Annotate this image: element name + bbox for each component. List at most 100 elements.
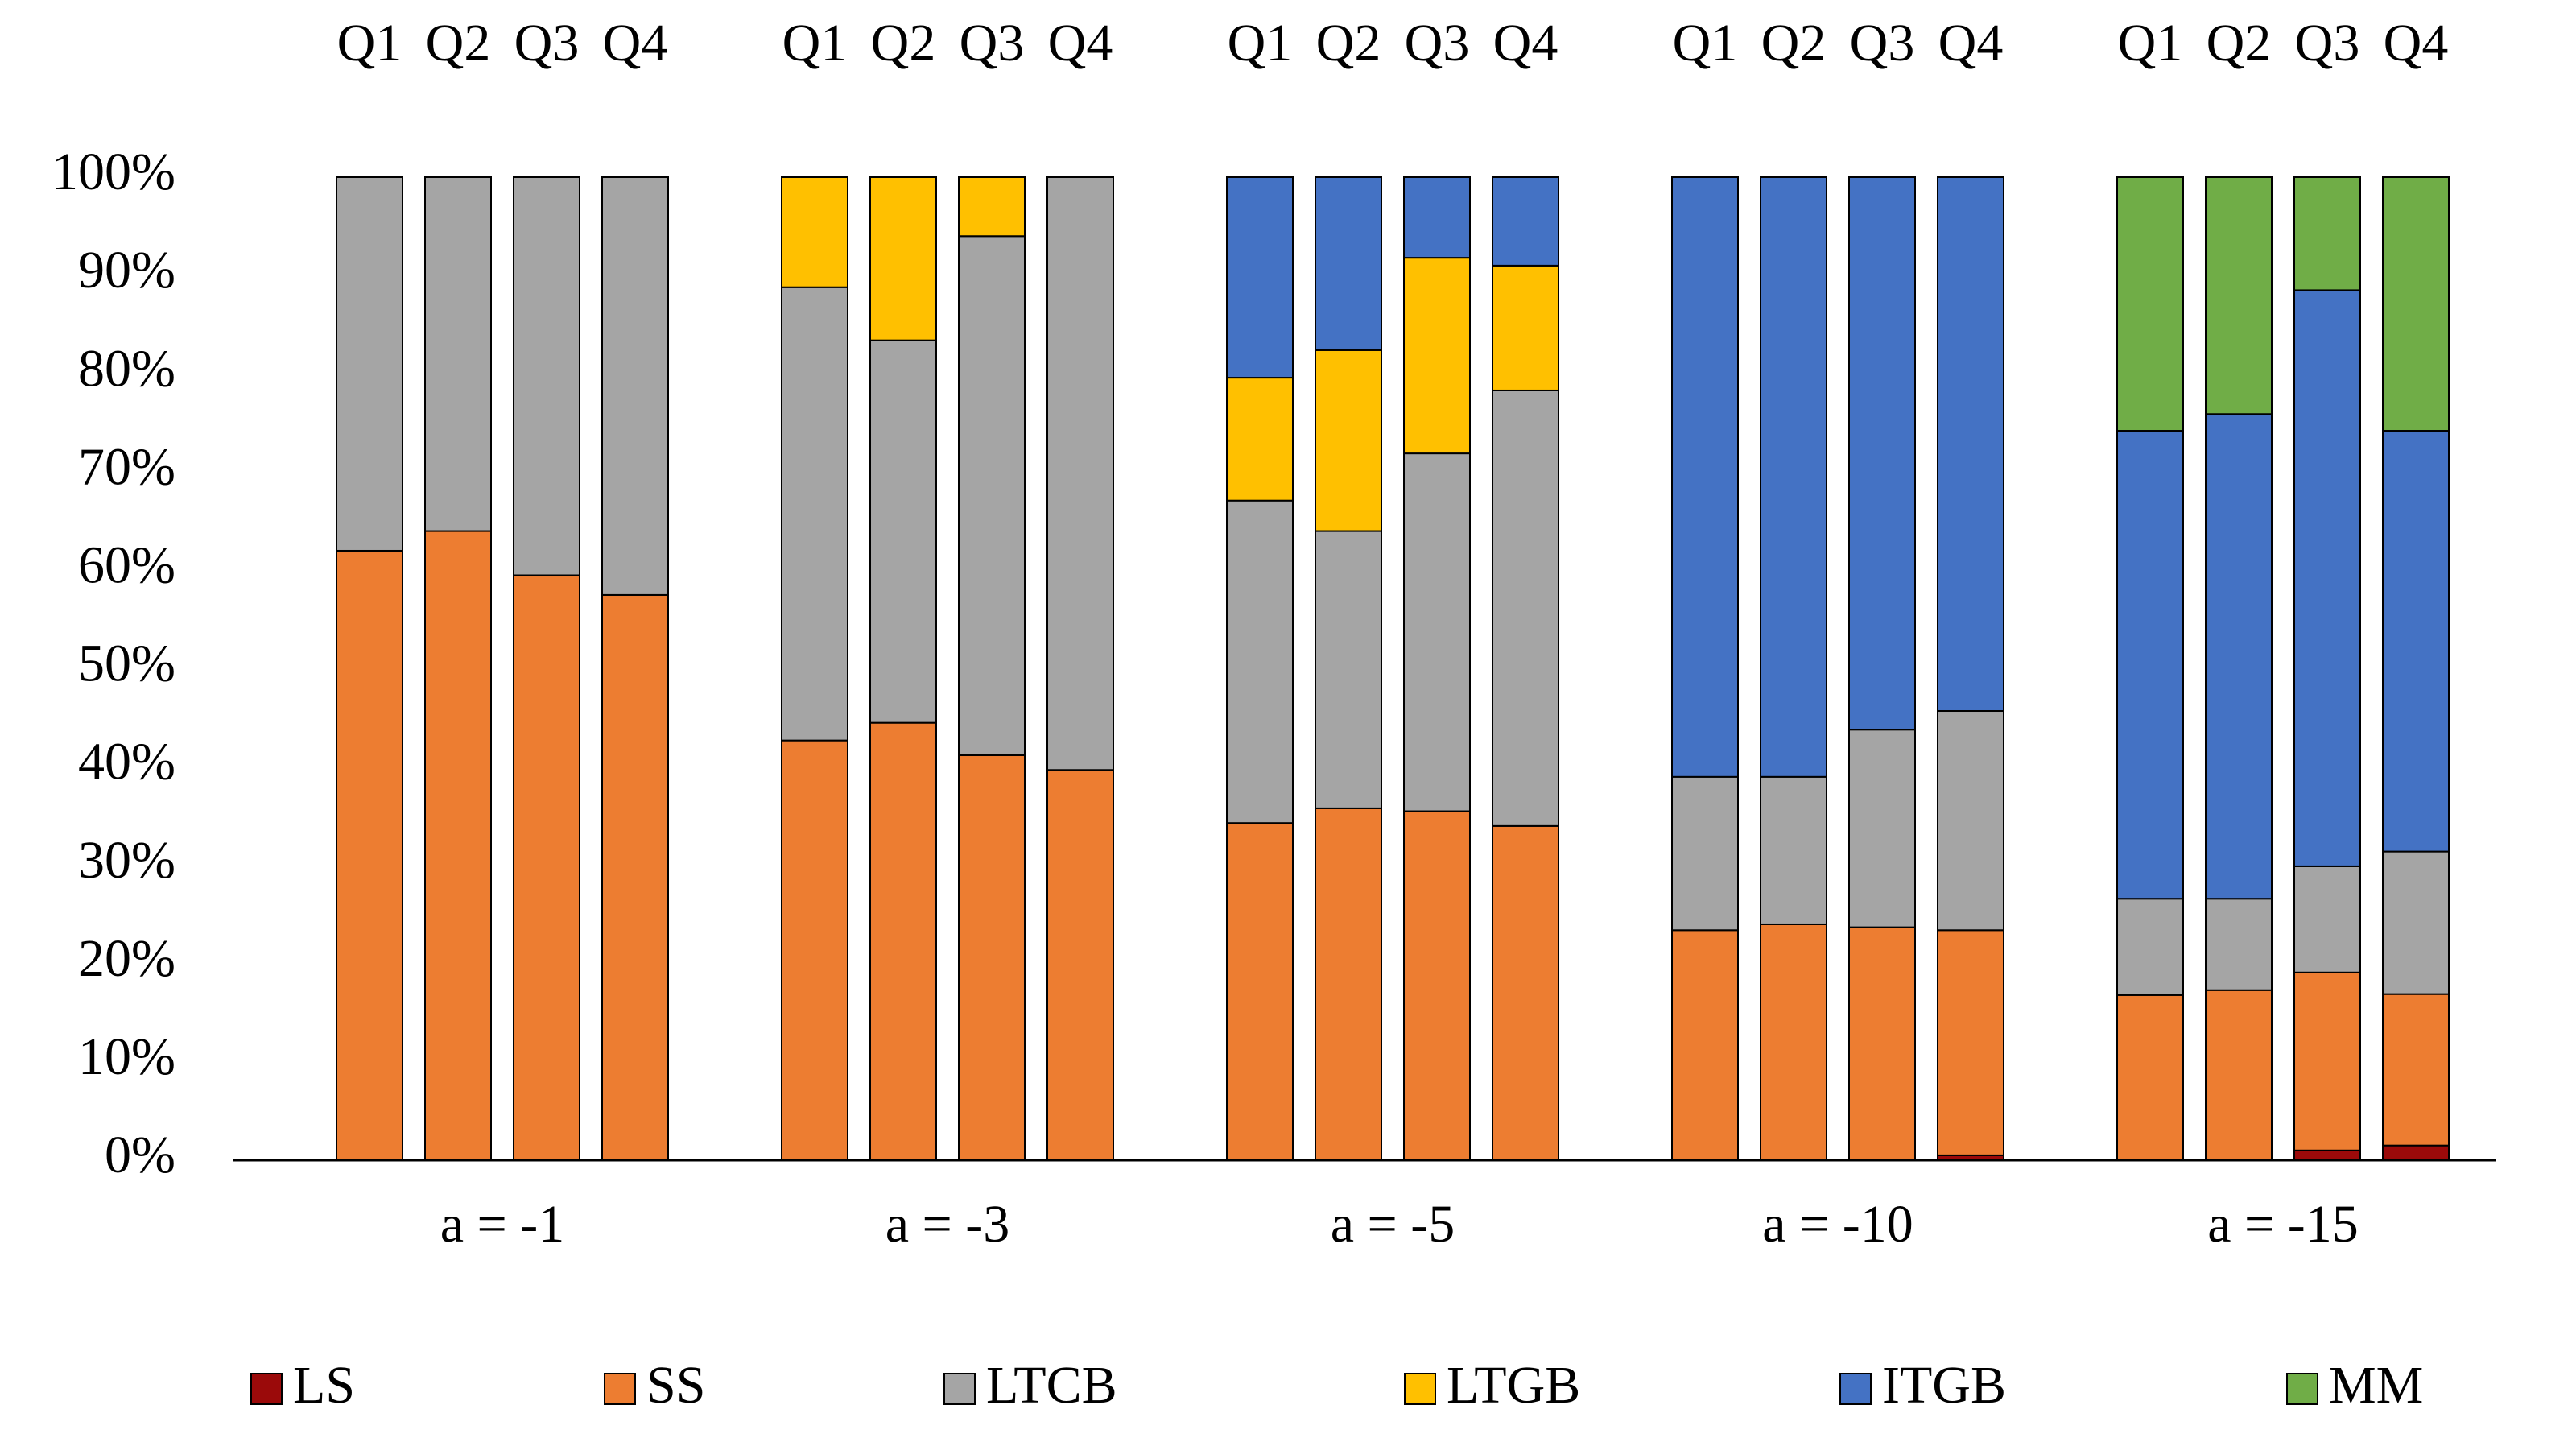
bar-segment [781, 286, 848, 742]
bar-segment [2116, 994, 2184, 1161]
legend-swatch [2286, 1373, 2318, 1405]
bar-segment [1492, 824, 1559, 1161]
bar-segment [2293, 289, 2361, 867]
bar-segment [1492, 176, 1559, 267]
x-tick-label: Q2 [1316, 14, 1381, 72]
bar-segment [1403, 257, 1471, 455]
x-tick-label: Q2 [426, 14, 491, 72]
bar-segment [2293, 176, 2361, 291]
bar-segment [1848, 926, 1916, 1162]
x-tick-label: Q1 [1228, 14, 1293, 72]
bar-segment [1315, 176, 1382, 351]
x-tick-label: Q3 [514, 14, 580, 72]
bar-segment [2116, 898, 2184, 996]
bar-segment [424, 530, 492, 1161]
bar-segment [1760, 923, 1827, 1161]
bar-segment [1492, 389, 1559, 827]
bar-segment [869, 176, 937, 341]
bar-segment [958, 235, 1026, 756]
bar-segment [1937, 710, 2004, 932]
bar-segment [869, 339, 937, 724]
y-tick-label: 40% [78, 733, 175, 791]
bar-segment [1315, 530, 1382, 809]
y-tick-label: 10% [78, 1027, 175, 1086]
legend-label: SS [646, 1356, 705, 1415]
bar-segment [1403, 810, 1471, 1161]
bar-segment [2205, 898, 2273, 991]
bar-segment [781, 176, 848, 288]
bar-segment [2205, 176, 2273, 415]
y-tick-label: 30% [78, 831, 175, 890]
legend-swatch [943, 1373, 976, 1405]
bar-segment [1492, 264, 1559, 391]
x-tick-label: Q2 [1761, 14, 1827, 72]
x-tick-label: Q4 [2384, 14, 2449, 72]
x-tick-label: Q4 [1938, 14, 2004, 72]
bar-segment [601, 176, 669, 596]
bar-segment [513, 574, 580, 1161]
x-tick-label: Q3 [960, 14, 1025, 72]
bar-segment [2293, 865, 2361, 973]
legend-label: LTCB [986, 1356, 1117, 1415]
y-tick-label: 0% [105, 1126, 175, 1184]
x-tick-label: Q3 [1405, 14, 1470, 72]
bar-segment [2293, 971, 2361, 1151]
group-label: a = -10 [1762, 1195, 1913, 1254]
bar-segment [1403, 452, 1471, 812]
bar-segment [1226, 499, 1294, 824]
bar-segment [1046, 176, 1114, 771]
bar-segment [2293, 1149, 2361, 1162]
bar-segment [781, 739, 848, 1161]
x-tick-label: Q3 [1850, 14, 1915, 72]
bar-segment [1315, 807, 1382, 1162]
bar-segment [336, 176, 403, 552]
bar-segment [2382, 993, 2450, 1147]
bar-segment [424, 176, 492, 532]
bar-segment [869, 721, 937, 1161]
group-label: a = -1 [440, 1195, 565, 1254]
x-tick-label: Q3 [2295, 14, 2360, 72]
group-label: a = -3 [886, 1195, 1010, 1254]
x-tick-label: Q4 [603, 14, 668, 72]
y-tick-label: 70% [78, 437, 175, 496]
bar-segment [2205, 989, 2273, 1161]
bar-segment [958, 754, 1026, 1161]
x-tick-label: Q1 [782, 14, 848, 72]
bar-segment [1848, 729, 1916, 928]
bar-segment [2205, 413, 2273, 900]
y-tick-label: 60% [78, 536, 175, 595]
bar-segment [336, 549, 403, 1161]
bar-segment [1226, 822, 1294, 1162]
bar-segment [601, 593, 669, 1161]
group-label: a = -15 [2207, 1195, 2359, 1254]
y-tick-label: 90% [78, 241, 175, 300]
bar-segment [2382, 850, 2450, 995]
x-tick-label: Q2 [2207, 14, 2272, 72]
legend-swatch [604, 1373, 636, 1405]
legend-label: MM [2329, 1356, 2423, 1415]
bar-segment [1671, 176, 1739, 778]
legend-label: LS [293, 1356, 355, 1415]
bar-segment [1937, 929, 2004, 1156]
bar-segment [1226, 377, 1294, 502]
bar-segment [1226, 176, 1294, 379]
legend-label: LTGB [1447, 1356, 1580, 1415]
bar-segment [2382, 176, 2450, 432]
y-tick-label: 50% [78, 634, 175, 693]
bar-segment [1315, 349, 1382, 532]
bar-segment [2382, 1144, 2450, 1162]
bar-segment [1760, 775, 1827, 925]
bar-segment [1671, 775, 1739, 932]
bar-segment [1403, 176, 1471, 259]
legend-swatch [250, 1373, 283, 1405]
bar-segment [1848, 176, 1916, 731]
x-tick-label: Q1 [1673, 14, 1738, 72]
bar-segment [2382, 430, 2450, 853]
group-label: a = -5 [1331, 1195, 1455, 1254]
bar-segment [1046, 769, 1114, 1161]
legend-swatch [1839, 1373, 1872, 1405]
bar-segment [1671, 929, 1739, 1161]
bar-segment [958, 176, 1026, 238]
y-tick-label: 100% [52, 143, 175, 201]
y-tick-label: 20% [78, 929, 175, 988]
